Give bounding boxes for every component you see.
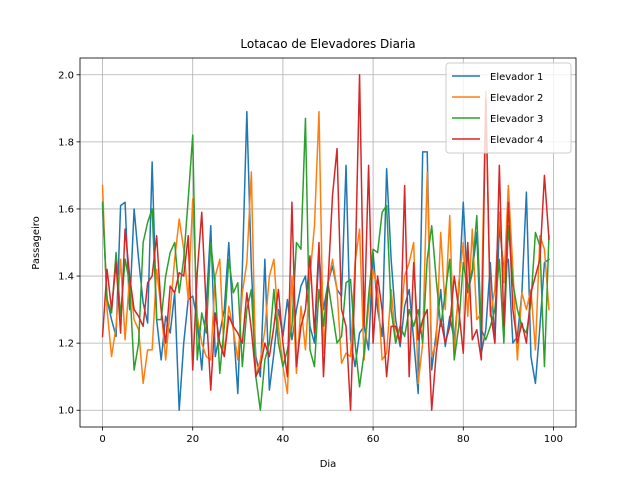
legend-label: Elevador 2 bbox=[490, 93, 543, 104]
y-axis-label: Passageiro bbox=[31, 216, 42, 270]
x-tick-label: 20 bbox=[186, 434, 199, 445]
axis-ticks: 0 20 40 60 80 100 1.0 1.2 1.4 1.6 1.8 2.0 bbox=[58, 70, 563, 445]
x-tick-label: 40 bbox=[277, 434, 290, 445]
series-line-elevador-4 bbox=[101, 74, 550, 411]
legend-label: Elevador 4 bbox=[490, 135, 543, 146]
series-line-elevador-3 bbox=[101, 117, 550, 411]
x-tick-label: 80 bbox=[457, 434, 470, 445]
series-lines bbox=[101, 74, 550, 411]
y-tick-label: 1.6 bbox=[58, 204, 74, 215]
legend-label: Elevador 3 bbox=[490, 114, 543, 125]
y-tick-label: 1.4 bbox=[58, 272, 74, 283]
y-tick-label: 1.0 bbox=[58, 406, 74, 417]
legend-label: Elevador 1 bbox=[490, 72, 543, 83]
chart-title: Lotacao de Elevadores Diaria bbox=[240, 37, 415, 51]
x-tick-label: 100 bbox=[544, 434, 563, 445]
x-tick-label: 60 bbox=[367, 434, 380, 445]
legend-box bbox=[445, 62, 572, 154]
series-line-elevador-1 bbox=[101, 110, 550, 411]
x-tick-label: 0 bbox=[99, 434, 105, 445]
y-tick-label: 1.8 bbox=[58, 137, 74, 148]
plot-frame bbox=[79, 57, 577, 428]
legend: Elevador 1 Elevador 2 Elevador 3 Elevador 4 bbox=[445, 62, 572, 154]
y-tick-label: 2.0 bbox=[58, 70, 74, 81]
y-tick-label: 1.2 bbox=[58, 339, 74, 350]
x-axis-label: Dia bbox=[320, 459, 337, 470]
